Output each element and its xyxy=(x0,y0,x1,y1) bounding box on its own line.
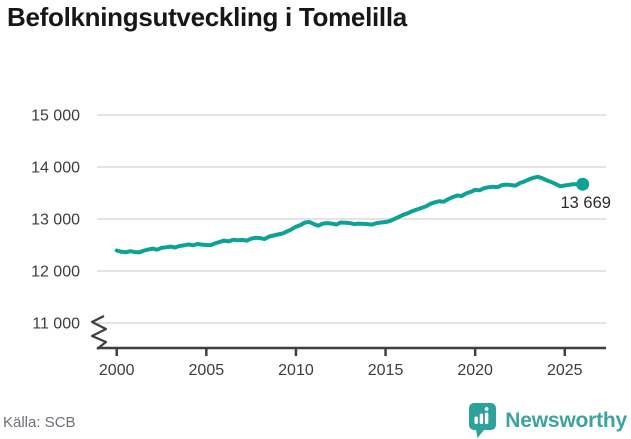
svg-text:2015: 2015 xyxy=(368,362,404,379)
x-axis-ticks xyxy=(115,349,567,356)
svg-text:11 000: 11 000 xyxy=(32,316,80,333)
svg-text:14 000: 14 000 xyxy=(31,160,80,177)
series-end-label: 13 669 xyxy=(560,194,610,212)
population-series-line xyxy=(114,174,585,255)
newsworthy-logo-icon xyxy=(469,403,497,438)
svg-text:2000: 2000 xyxy=(99,362,135,379)
newsworthy-wordmark: Newsworthy xyxy=(505,408,627,432)
chart-title: Befolkningsutveckling i Tomelilla xyxy=(7,2,407,32)
x-axis-labels: 2000 2005 2010 2015 2020 2025 xyxy=(99,362,583,379)
y-axis-labels: 11 000 12 000 13 000 14 000 15 000 xyxy=(31,108,80,333)
source-caption: Källa: SCB xyxy=(3,414,76,431)
logo-bar-chart-glyph xyxy=(474,407,489,424)
svg-text:2020: 2020 xyxy=(457,362,493,379)
svg-text:2025: 2025 xyxy=(547,362,583,379)
series-end-dot xyxy=(576,177,590,191)
svg-text:2005: 2005 xyxy=(189,362,225,379)
newsworthy-logo: Newsworthy xyxy=(467,402,627,439)
y-gridlines xyxy=(97,114,606,324)
svg-text:13 000: 13 000 xyxy=(31,212,80,229)
svg-text:12 000: 12 000 xyxy=(31,264,80,281)
svg-text:15 000: 15 000 xyxy=(31,108,80,125)
y-axis-break-icon xyxy=(90,315,108,350)
svg-text:2010: 2010 xyxy=(278,362,314,379)
